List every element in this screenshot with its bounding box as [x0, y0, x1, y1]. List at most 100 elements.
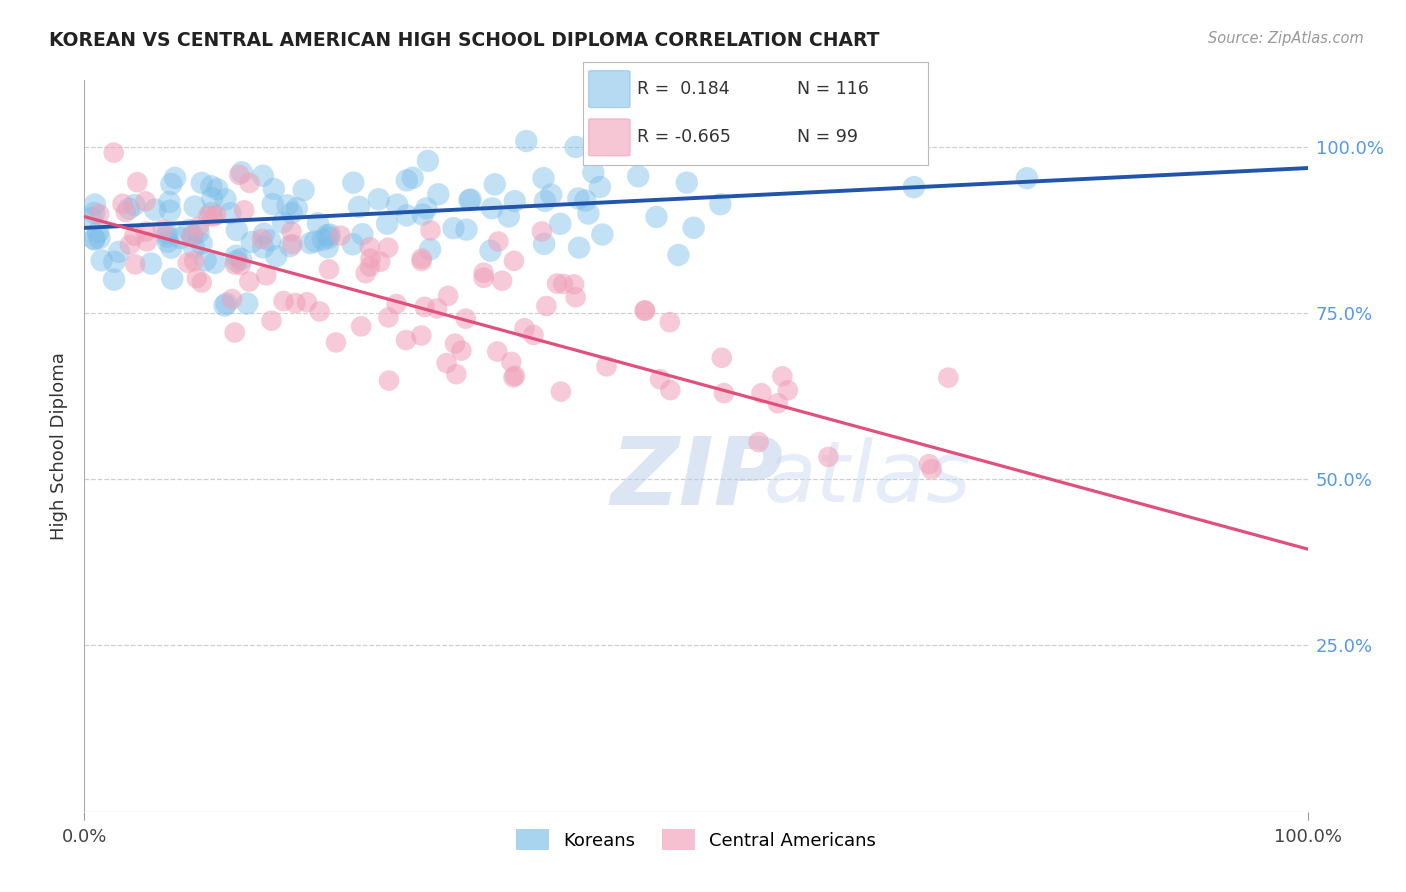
Point — [589, 180, 612, 194]
Point — [284, 296, 307, 310]
Point — [207, 182, 229, 196]
Point — [491, 274, 513, 288]
Text: KOREAN VS CENTRAL AMERICAN HIGH SCHOOL DIPLOMA CORRELATION CHART: KOREAN VS CENTRAL AMERICAN HIGH SCHOOL D… — [49, 31, 880, 50]
Point — [229, 258, 252, 272]
Point — [253, 227, 276, 241]
Point — [385, 197, 408, 211]
Point — [281, 206, 304, 220]
Point — [190, 276, 212, 290]
Point — [591, 227, 613, 242]
Point — [169, 231, 191, 245]
Point — [250, 232, 273, 246]
Point — [263, 182, 285, 196]
Point — [395, 208, 418, 222]
Point — [228, 168, 250, 182]
Point — [766, 396, 789, 410]
Point — [709, 197, 731, 211]
Point — [134, 225, 156, 239]
Point — [271, 215, 294, 229]
FancyBboxPatch shape — [589, 119, 630, 156]
Point — [252, 169, 274, 183]
Point — [776, 384, 799, 398]
Point — [295, 295, 318, 310]
Point — [359, 240, 381, 254]
Point — [486, 344, 509, 359]
Point — [548, 217, 571, 231]
Point — [285, 202, 308, 216]
FancyBboxPatch shape — [589, 70, 630, 108]
Point — [316, 240, 339, 254]
Point — [325, 335, 347, 350]
Point — [219, 206, 242, 220]
Text: ZIP: ZIP — [610, 433, 783, 524]
Point — [472, 266, 495, 280]
Point — [377, 241, 399, 255]
Point — [479, 244, 502, 258]
Point — [231, 252, 253, 266]
Point — [484, 178, 506, 192]
Point — [187, 225, 209, 239]
Point — [177, 223, 200, 237]
Point — [103, 254, 125, 268]
Point — [347, 200, 370, 214]
Point — [160, 271, 183, 285]
Point — [395, 173, 418, 187]
Point — [354, 266, 377, 280]
Point — [159, 203, 181, 218]
Point — [281, 237, 304, 252]
Point — [224, 258, 246, 272]
Point — [536, 299, 558, 313]
Point — [319, 227, 342, 242]
Point — [214, 192, 236, 206]
Point — [546, 277, 568, 291]
Point — [239, 176, 262, 190]
Point — [318, 262, 340, 277]
Point — [450, 343, 472, 358]
Point — [533, 236, 555, 251]
Point — [415, 201, 437, 215]
Point — [224, 326, 246, 340]
Point — [472, 270, 495, 285]
Point — [304, 235, 326, 249]
Point — [502, 370, 524, 384]
Point — [352, 227, 374, 242]
Point — [553, 277, 575, 291]
Point — [918, 457, 941, 471]
Point — [186, 271, 208, 285]
Legend: Koreans, Central Americans: Koreans, Central Americans — [509, 822, 883, 857]
Point — [413, 300, 436, 314]
Point — [160, 177, 183, 191]
Point — [634, 303, 657, 318]
Point — [486, 235, 509, 249]
Point — [454, 311, 477, 326]
Point — [534, 194, 557, 208]
Point — [416, 153, 439, 168]
Point — [205, 208, 228, 222]
Point — [177, 256, 200, 270]
Point — [83, 206, 105, 220]
Text: R =  0.184: R = 0.184 — [637, 80, 730, 98]
Point — [254, 268, 277, 283]
Point — [713, 386, 735, 401]
Point — [444, 336, 467, 351]
Point — [89, 231, 111, 245]
Point — [197, 209, 219, 223]
Point — [498, 210, 520, 224]
Point — [135, 235, 157, 249]
Point — [668, 248, 690, 262]
Point — [378, 374, 401, 388]
Point — [395, 333, 418, 347]
Point — [87, 225, 110, 239]
Point — [190, 176, 212, 190]
Point — [214, 299, 236, 313]
Point — [412, 208, 434, 222]
Point — [273, 294, 295, 309]
Point — [225, 254, 247, 268]
Point — [83, 232, 105, 246]
Point — [187, 219, 209, 234]
Point — [156, 226, 179, 240]
Point — [204, 256, 226, 270]
Point — [568, 241, 591, 255]
Point — [278, 239, 301, 253]
Point — [124, 228, 146, 243]
